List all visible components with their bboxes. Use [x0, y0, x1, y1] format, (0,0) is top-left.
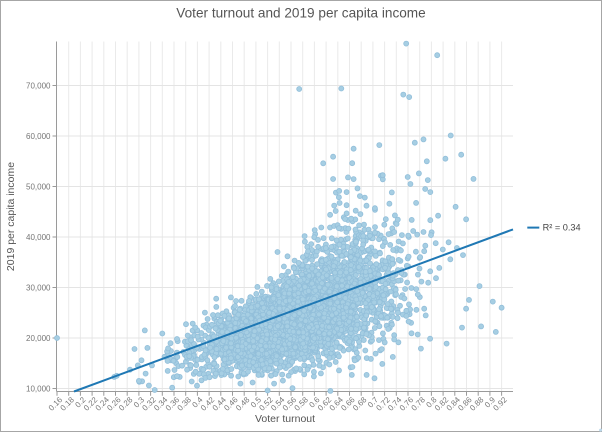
svg-text:10,000: 10,000: [26, 384, 51, 393]
svg-text:60,000: 60,000: [26, 132, 51, 141]
svg-text:2019 per capita income: 2019 per capita income: [5, 162, 17, 271]
svg-text:70,000: 70,000: [26, 81, 51, 90]
svg-text:50,000: 50,000: [26, 182, 51, 191]
svg-text:Voter turnout and 2019 per cap: Voter turnout and 2019 per capita income: [176, 6, 425, 21]
svg-text:30,000: 30,000: [26, 283, 51, 292]
svg-text:20,000: 20,000: [26, 334, 51, 343]
svg-text:R² = 0.34: R² = 0.34: [543, 223, 581, 233]
svg-text:40,000: 40,000: [26, 233, 51, 242]
svg-text:Voter turnout: Voter turnout: [255, 413, 315, 425]
